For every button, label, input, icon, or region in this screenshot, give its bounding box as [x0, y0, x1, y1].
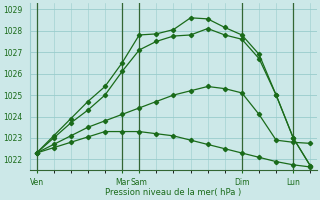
X-axis label: Pression niveau de la mer( hPa ): Pression niveau de la mer( hPa )	[105, 188, 242, 197]
